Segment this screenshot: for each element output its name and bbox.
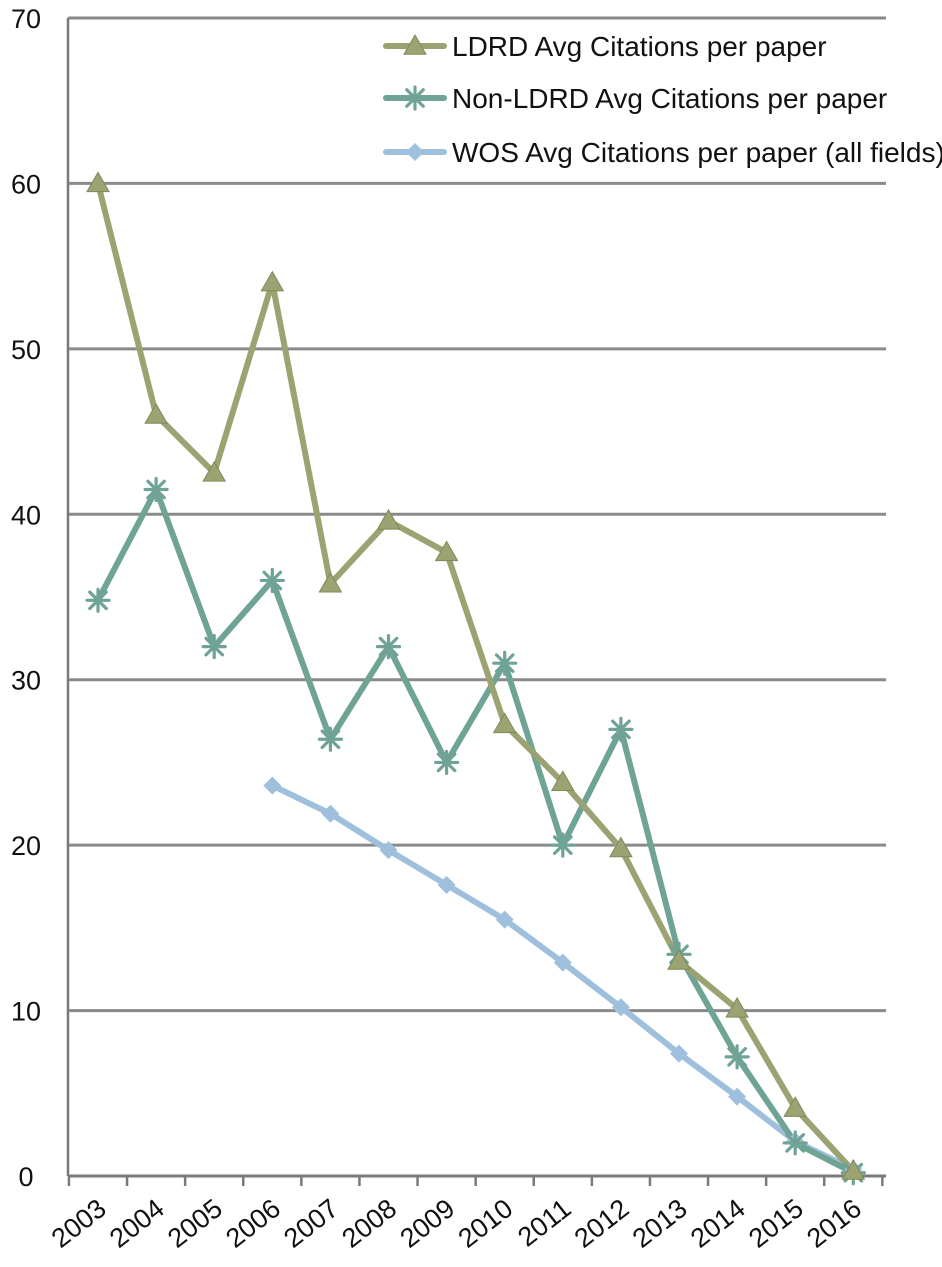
non-ldrd-point-2014 (724, 1044, 750, 1070)
non-ldrd-point-2015 (782, 1130, 808, 1156)
ldrd-legend-label: LDRD Avg Citations per paper (452, 31, 827, 62)
non-ldrd-point-2006 (259, 567, 285, 594)
ldrd-point-2013 (667, 948, 691, 970)
x-tick-label: 2010 (453, 1193, 519, 1254)
y-tick-label: 20 (11, 831, 41, 861)
y-tick-label: 50 (11, 335, 41, 365)
non-ldrd-series-line (95, 486, 857, 1176)
non-ldrd-point-2007 (317, 726, 343, 752)
ldrd-point-2004 (144, 403, 168, 424)
wos-point-2011 (553, 953, 572, 972)
x-tick-label: 2005 (162, 1193, 228, 1254)
x-tick-label: 2011 (512, 1193, 576, 1252)
wos-point-2009 (437, 875, 456, 894)
non-ldrd-point-2005 (201, 634, 227, 660)
ldrd-point-2006 (260, 270, 285, 292)
ldrd-series-line (95, 180, 857, 1175)
wos-point-2013 (670, 1044, 688, 1063)
y-tick-label: 60 (11, 169, 41, 199)
wos-legend-label: WOS Avg Citations per paper (all fields) (452, 137, 942, 168)
ldrd-point-2008 (376, 508, 401, 530)
non-ldrd-point-2011 (550, 832, 576, 858)
ldrd-point-2010 (492, 712, 517, 734)
series-markers (85, 171, 866, 1186)
ldrd-point-2007 (318, 571, 343, 593)
ldrd-point-2009 (434, 540, 459, 562)
ldrd-point-2014 (725, 996, 749, 1018)
x-tick-label: 2007 (278, 1193, 344, 1254)
ldrd-point-2012 (609, 836, 633, 858)
wos-point-2007 (321, 804, 340, 823)
x-tick-label: 2016 (801, 1193, 867, 1254)
wos-legend-marker (406, 143, 424, 161)
ldrd-point-2005 (202, 460, 227, 482)
x-tick-label: 2006 (220, 1193, 286, 1254)
x-tick-label: 2003 (46, 1193, 112, 1254)
y-tick-label: 70 (11, 4, 41, 34)
legend: LDRD Avg Citations per paper Non-LDRD Avg… (383, 31, 942, 168)
non-ldrd-legend-marker (402, 85, 428, 111)
axes: 0102030405060702003200420052006200720082… (11, 4, 884, 1254)
x-tick-label: 2009 (394, 1193, 460, 1254)
non-ldrd-legend-label: Non-LDRD Avg Citations per paper (452, 83, 887, 114)
ldrd-point-2016 (841, 1159, 866, 1180)
wos-point-2012 (611, 998, 630, 1017)
x-tick-label: 2015 (743, 1193, 809, 1254)
non-ldrd-point-2012 (608, 716, 634, 742)
series-lines (95, 180, 857, 1176)
x-tick-label: 2014 (685, 1193, 751, 1254)
y-tick-label: 10 (11, 997, 41, 1027)
wos-point-2006 (263, 776, 282, 795)
non-ldrd-point-2004 (143, 476, 169, 503)
y-tick-label: 40 (11, 500, 41, 530)
y-tick-label: 30 (11, 666, 41, 696)
wos-point-2014 (728, 1087, 747, 1106)
non-ldrd-point-2008 (375, 634, 402, 660)
x-tick-label: 2012 (569, 1193, 635, 1254)
x-tick-label: 2013 (627, 1193, 693, 1254)
ldrd-point-2003 (86, 171, 110, 193)
gridlines (68, 16, 886, 1178)
wos-point-2010 (495, 910, 514, 929)
ldrd-legend-marker (403, 33, 427, 55)
ldrd-point-2015 (783, 1096, 808, 1117)
ldrd-point-2011 (550, 770, 575, 792)
x-tick-label: 2008 (336, 1193, 402, 1254)
non-ldrd-point-2009 (434, 749, 460, 776)
non-ldrd-point-2010 (492, 650, 518, 676)
y-tick-label: 0 (18, 1162, 33, 1192)
non-ldrd-point-2003 (85, 587, 111, 613)
wos-point-2008 (379, 841, 398, 860)
x-tick-label: 2004 (104, 1193, 170, 1254)
